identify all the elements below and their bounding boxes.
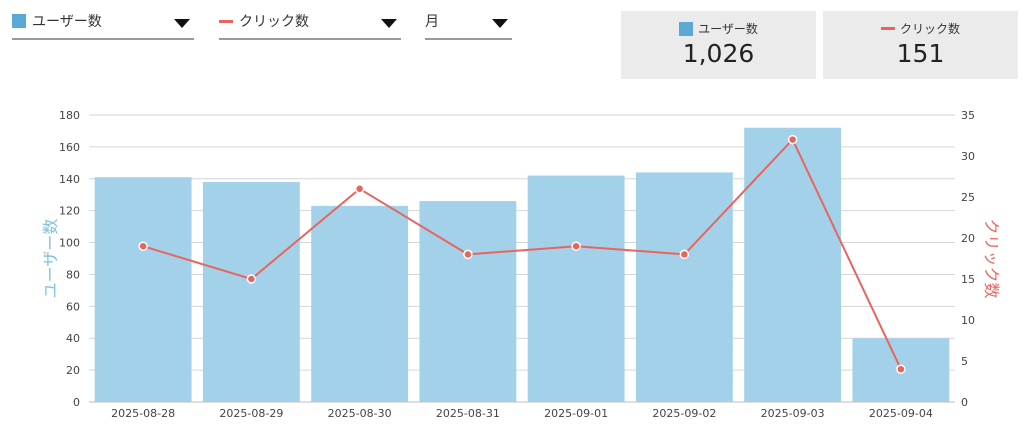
y-left-tick-label: 180: [59, 109, 80, 122]
bar: [311, 205, 409, 402]
y-right-tick-label: 10: [961, 314, 975, 327]
caret-down-icon: [174, 19, 190, 28]
clicks-point: [571, 241, 581, 251]
y-right-tick-label: 35: [961, 109, 975, 122]
bar: [527, 175, 625, 402]
y-right-tick-label: 30: [961, 150, 975, 163]
y-left-tick-label: 20: [66, 364, 80, 377]
y-left-tick-label: 120: [59, 205, 80, 218]
bar: [94, 177, 192, 402]
line-swatch-icon: [880, 27, 895, 30]
y-left-tick-label: 40: [66, 332, 80, 345]
y-right-axis-title: クリック数: [982, 218, 1001, 298]
y-left-tick-label: 100: [59, 237, 80, 250]
combo-chart: 0 20 40 60 80 100 120 140 160 180 0 5 10 15 20 25 30 35 20…: [41, 109, 1001, 420]
clicks-line: [142, 137, 902, 370]
series1-label: ユーザー数: [32, 14, 102, 30]
x-tick-label: 2025-08-31: [436, 407, 500, 420]
clicks-scorecard-label: クリック数: [899, 22, 960, 36]
x-tick-label: 2025-08-30: [328, 407, 392, 420]
clicks-point: [787, 134, 798, 145]
series2-dropdown[interactable]: クリック数: [219, 8, 401, 40]
period-dropdown[interactable]: 月: [425, 8, 512, 40]
y-left-axis-title: ユーザー数: [41, 219, 60, 299]
clicks-point: [138, 241, 148, 251]
clicks-point: [463, 249, 473, 260]
users-scorecard-value: 1,026: [682, 39, 755, 68]
bar: [635, 172, 733, 402]
series1-dropdown[interactable]: ユーザー数: [12, 8, 194, 40]
clicks-scorecard-value: 151: [896, 39, 945, 68]
clicks-point: [354, 184, 365, 194]
period-dropdown-label: 月: [425, 11, 439, 31]
series1-dropdown-label: ユーザー数: [12, 11, 102, 31]
x-tick-label: 2025-09-02: [652, 407, 716, 420]
caret-down-icon: [492, 19, 508, 28]
y-right-tick-label: 20: [961, 232, 975, 245]
clicks-scorecard: クリック数 151: [823, 11, 1018, 79]
users-scorecard-header: ユーザー数: [621, 20, 816, 37]
caret-down-icon: [381, 19, 397, 28]
y-right-tick-label: 25: [961, 191, 975, 204]
series2-label: クリック数: [239, 14, 309, 30]
y-right-tick-label: 15: [961, 273, 975, 286]
y-left-tick-label: 160: [59, 141, 80, 154]
clicks-scorecard-header: クリック数: [823, 20, 1018, 37]
bar: [202, 181, 300, 402]
y-right-tick-label: 5: [961, 355, 968, 368]
y-left-tick-label: 0: [73, 396, 80, 409]
x-tick-label: 2025-08-29: [219, 407, 283, 420]
bar-swatch-icon: [679, 21, 694, 36]
x-tick-label: 2025-09-04: [869, 407, 933, 420]
clicks-point: [246, 274, 257, 284]
bar: [419, 201, 517, 402]
clicks-point: [896, 364, 906, 374]
clicks-point: [679, 249, 690, 260]
bar: [744, 127, 842, 402]
x-tick-label: 2025-08-28: [111, 407, 175, 420]
y-left-tick-label: 140: [59, 173, 80, 186]
x-tick-label: 2025-09-03: [761, 407, 825, 420]
x-tick-label: 2025-09-01: [544, 407, 608, 420]
y-left-tick-label: 60: [66, 300, 80, 313]
users-scorecard: ユーザー数 1,026: [621, 11, 816, 79]
y-right-tick-label: 0: [961, 396, 968, 409]
period-label: 月: [425, 14, 439, 30]
y-left-tick-label: 80: [66, 268, 80, 281]
series2-dropdown-label: クリック数: [219, 11, 309, 31]
bar-swatch-icon: [12, 14, 26, 28]
users-scorecard-label: ユーザー数: [698, 22, 758, 36]
line-swatch-icon: [219, 19, 233, 23]
